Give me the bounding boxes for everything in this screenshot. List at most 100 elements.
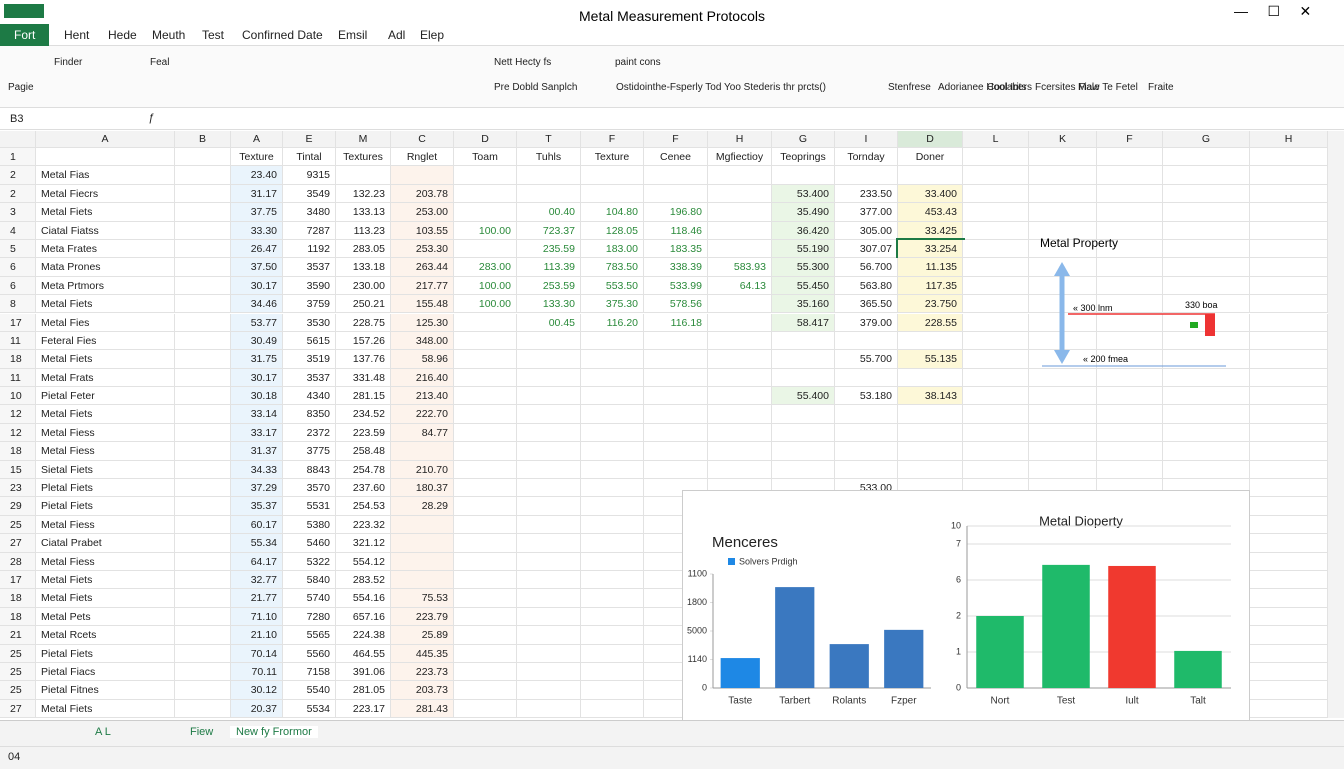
cell: 224.38 [336, 626, 391, 645]
cell [963, 405, 1029, 424]
cell [175, 368, 231, 388]
row-header: 4 [0, 221, 36, 240]
menu-item[interactable]: Emsil [338, 28, 368, 42]
cell [1250, 442, 1328, 461]
ribbon-label: Cool Irits [987, 82, 1027, 93]
cell: 23.750 [898, 295, 963, 314]
column-header: F [581, 131, 644, 148]
cell: 183.35 [644, 239, 708, 259]
row-header: 23 [0, 479, 36, 498]
cell [1163, 203, 1250, 222]
cell [517, 662, 581, 682]
y-tick-label: 0 [702, 682, 707, 692]
menu-item[interactable]: Adl [388, 28, 406, 42]
cell: 305.00 [835, 221, 898, 240]
cell [1029, 166, 1097, 185]
cell [835, 460, 898, 479]
cell: 100.00 [454, 221, 517, 240]
cell: 104.80 [581, 203, 644, 222]
cell: 583.93 [708, 258, 772, 277]
column-header: I [835, 131, 898, 148]
cell: 9315 [283, 166, 336, 185]
ribbon-label: Pagie [8, 82, 34, 93]
cell: 133.13 [336, 203, 391, 222]
cell [1163, 239, 1250, 259]
cell [1250, 662, 1328, 682]
cell [1163, 405, 1250, 424]
menu-item[interactable]: Hede [108, 28, 137, 42]
cell [454, 387, 517, 406]
cell [1097, 148, 1163, 167]
cell [391, 534, 454, 553]
cell [1029, 148, 1097, 167]
cell [454, 699, 517, 718]
cell [581, 368, 644, 388]
cell [454, 423, 517, 443]
cell [1250, 148, 1328, 167]
cell [581, 497, 644, 516]
cell: 321.12 [336, 534, 391, 553]
cell [175, 515, 231, 535]
sheet-tab[interactable]: New fy Frormor [230, 726, 318, 738]
fx-icon[interactable]: ƒ [148, 112, 155, 124]
cell [391, 166, 454, 185]
cell [708, 166, 772, 185]
cell: 5740 [283, 589, 336, 608]
menu-item[interactable]: Confirned Date [242, 28, 323, 42]
cell [454, 607, 517, 627]
cell [517, 460, 581, 479]
cell: 233.50 [835, 184, 898, 204]
ribbon-label: Ostidointhe-Fsperly Tod Yoo Stederis thr… [616, 82, 826, 93]
window-controls[interactable]: — ☐ ✕ [1234, 3, 1312, 19]
cell [517, 699, 581, 718]
cell [963, 276, 1029, 296]
cell [1250, 368, 1328, 388]
cell [1250, 497, 1328, 516]
cell [175, 313, 231, 332]
menu-item[interactable]: Elep [420, 28, 445, 42]
row-header: 10 [0, 387, 36, 406]
menu-item[interactable]: Hent [64, 28, 90, 42]
cell: 55.190 [772, 239, 835, 259]
cell [454, 589, 517, 608]
cell [517, 552, 581, 571]
cell [1163, 387, 1250, 406]
cell: 228.55 [898, 313, 963, 332]
cell [1097, 258, 1163, 277]
column-header: D [898, 131, 963, 148]
menu-item[interactable]: Meuth [152, 28, 186, 42]
cell: 60.17 [231, 515, 283, 535]
cell: Pietal Feter [36, 387, 175, 406]
cell: 533.99 [644, 276, 708, 296]
cell [963, 331, 1029, 351]
menu-item[interactable]: Test [202, 28, 225, 42]
scrollbar[interactable] [1328, 131, 1344, 718]
sheet-tab[interactable]: A L [95, 726, 111, 738]
cell [1029, 387, 1097, 406]
cell: 183.00 [581, 239, 644, 259]
cell [175, 699, 231, 718]
cell: Cenee [644, 148, 708, 167]
row-header: 17 [0, 313, 36, 332]
cell [1029, 442, 1097, 461]
cell: Tornday [835, 148, 898, 167]
cell: Pietal Fiets [36, 644, 175, 663]
cell [454, 460, 517, 479]
cell [1250, 699, 1328, 718]
cell: Metal Fias [36, 166, 175, 185]
cell [517, 442, 581, 461]
cell [175, 681, 231, 700]
name-box[interactable]: B3 [10, 113, 24, 125]
cell: Textures [336, 148, 391, 167]
cell: 3537 [283, 368, 336, 388]
menu-item[interactable]: Fort [0, 24, 50, 46]
chart-title: Metal Dioperty [1039, 513, 1123, 528]
row-header: 11 [0, 368, 36, 388]
cell [581, 460, 644, 479]
cell [175, 662, 231, 682]
sheet-grid: A B A E M C D T F F H G I D L K F G H 1 Texture Tintal Texture… [0, 131, 1328, 718]
sheet-tab[interactable]: Fiew [190, 726, 214, 738]
cell [1097, 387, 1163, 406]
